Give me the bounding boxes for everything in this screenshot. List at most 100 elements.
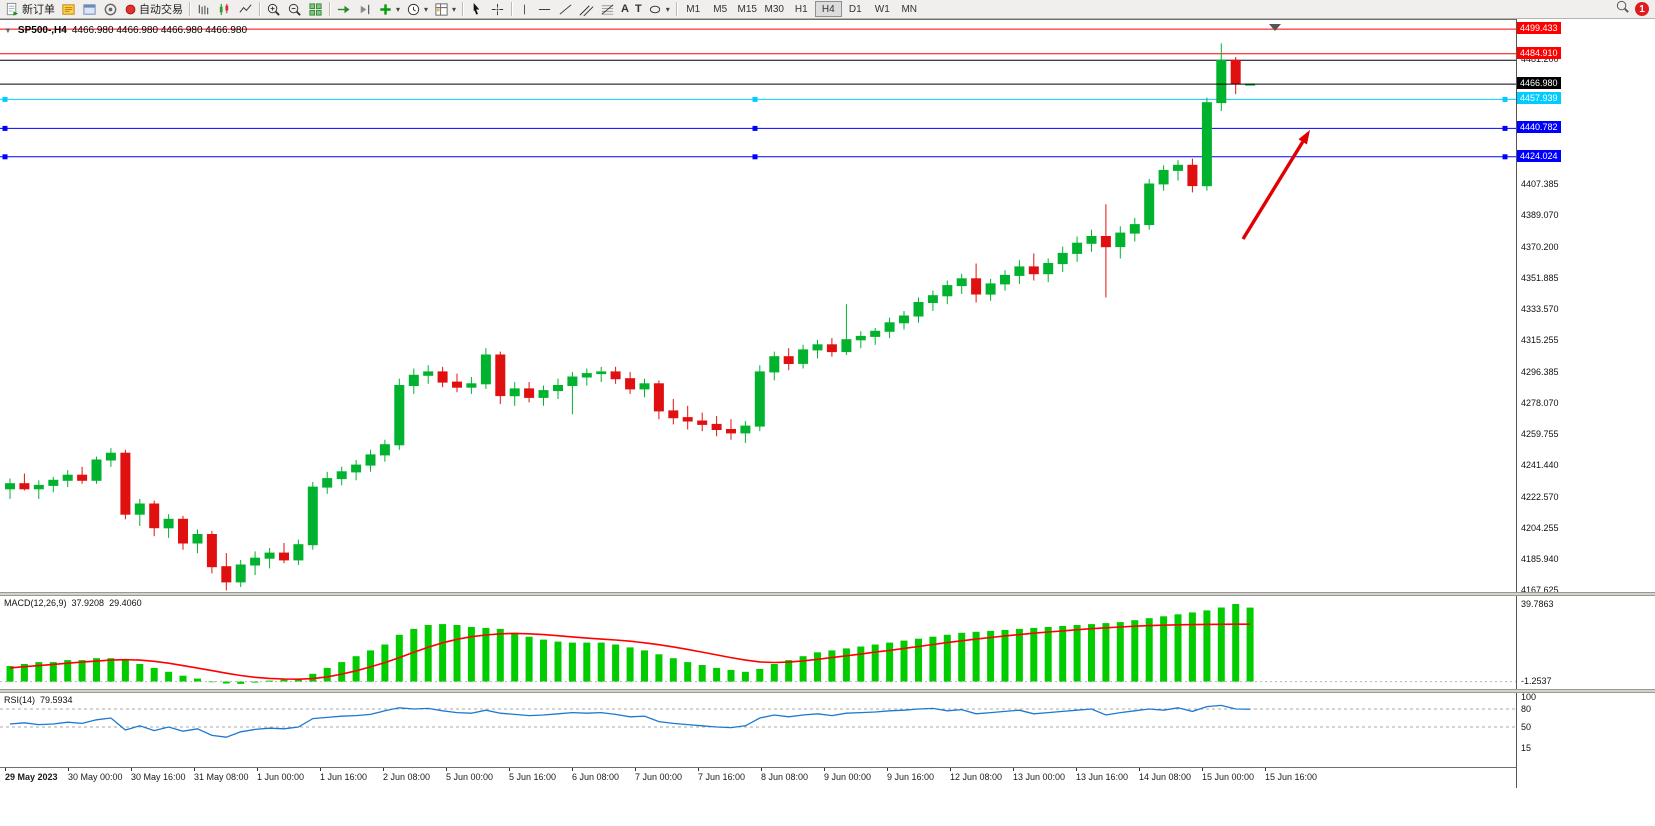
macd-histogram-bar [266,680,274,682]
candle [221,553,232,591]
chart-shift-marker[interactable] [1269,24,1281,31]
time-tick-mark [320,768,321,771]
timeframe-H4[interactable]: H4 [814,1,842,17]
pane-splitter[interactable] [0,689,1655,693]
time-tick-mark [635,768,636,771]
metaeditor-button[interactable] [58,1,79,18]
candle [379,439,390,462]
pane-splitter[interactable] [0,592,1655,596]
auto-scroll-button[interactable] [333,1,354,18]
clock-icon [406,2,421,17]
timeframe-MN[interactable]: MN [896,1,923,17]
price-tick: 4167.625 [1521,585,1559,595]
macd-histogram-bar [93,658,100,682]
line-handle[interactable] [752,154,758,160]
price-tick: 4241.440 [1521,460,1559,470]
macd-histogram-bar [352,656,360,682]
macd-histogram-bar [1059,626,1067,682]
rsi-axis-label: 50 [1521,722,1532,732]
search-icon[interactable] [1615,0,1630,19]
crosshair-tool-button[interactable] [487,1,508,18]
line-handle[interactable] [1502,125,1508,131]
candle [653,380,664,420]
candle [538,385,549,406]
candle [711,416,722,437]
line-handle[interactable] [2,154,8,160]
line-handle[interactable] [2,96,8,102]
time-tick: 14 Jun 08:00 [1139,772,1192,782]
price-label-box: 4440.782 [1517,121,1561,133]
candle [466,377,477,394]
time-tick-mark [194,768,195,771]
new-order-button[interactable]: 新订单 [2,1,58,18]
time-tick: 13 Jun 16:00 [1076,772,1129,782]
timeframe-M1[interactable]: M1 [680,1,707,17]
notification-badge[interactable]: 1 [1635,2,1649,16]
one-click-trading-toggle[interactable]: ▼ [4,26,12,35]
trendline-tool-button[interactable] [555,1,576,18]
line-handle[interactable] [752,125,758,131]
chart-shift-button[interactable] [354,1,375,18]
timeframe-M5[interactable]: M5 [707,1,734,17]
new-order-icon [5,2,20,17]
candle [1043,258,1054,283]
label-tool-button[interactable]: T [632,1,645,18]
macd-histogram-bar [150,667,158,682]
timeframe-M15[interactable]: M15 [734,1,761,17]
profiles-button[interactable] [79,1,100,18]
timeframe-M30[interactable]: M30 [761,1,788,17]
vertical-line-tool-button[interactable] [515,1,534,18]
line-handle[interactable] [2,125,8,131]
price-tick: 4222.570 [1521,492,1559,502]
line-handle[interactable] [1502,154,1508,160]
horizontal-line-tool-button[interactable] [534,1,555,18]
candle [307,482,318,550]
time-tick-mark [5,768,6,771]
line-chart-button[interactable] [235,1,256,18]
candle [855,331,866,349]
bar-chart-button[interactable] [193,1,214,18]
time-tick-mark [1202,768,1203,771]
macd-histogram-bar [1160,616,1168,682]
rsi-value: 79.5934 [40,695,73,705]
cursor-tool-button[interactable] [466,1,487,18]
zoom-in-button[interactable] [263,1,284,18]
timeframe-D1[interactable]: D1 [842,1,869,17]
price-tick: 4481.200 [1521,54,1559,64]
line-handle[interactable] [1502,96,1508,102]
price-axis[interactable]: 4481.200 4407.385 4389.070 4370.200 4351.885… [1516,19,1655,595]
candle [524,382,535,403]
indicators-button[interactable]: ▾ [375,1,403,18]
shapes-tool-button[interactable]: ▾ [645,1,673,18]
macd-histogram-bar [1073,625,1081,682]
macd-histogram-bar [915,638,922,682]
data-window-icon [103,2,118,17]
macd-histogram-bar [1188,612,1196,682]
candle [423,365,434,384]
candlestick-chart-button[interactable] [214,1,235,18]
macd-histogram-bar [439,624,447,682]
timeframe-W1[interactable]: W1 [869,1,896,17]
candle [163,514,174,538]
templates-button[interactable]: ▾ [431,1,459,18]
macd-label: MACD(12,26,9) 37.9208 29.4060 [4,598,142,608]
fibonacci-tool-button[interactable] [597,1,618,18]
tile-windows-button[interactable] [305,1,326,18]
time-tick: 30 May 00:00 [68,772,123,782]
periods-button[interactable]: ▾ [403,1,431,18]
text-tool-button[interactable]: A [618,1,632,18]
arrow-annotation[interactable] [1241,141,1305,240]
zoom-out-button[interactable] [284,1,305,18]
data-window-button[interactable] [100,1,121,18]
timeframe-H1[interactable]: H1 [788,1,815,17]
time-axis[interactable]: 29 May 2023 30 May 00:00 30 May 16:00 31 Ma… [0,767,1516,788]
autotrading-button[interactable]: 自动交易 [121,1,186,18]
time-tick: 5 Jun 16:00 [509,772,557,782]
macd-pane: MACD(12,26,9) 37.9208 29.4060 [0,596,1516,689]
channel-tool-button[interactable] [576,1,597,18]
macd-histogram-bar [770,664,778,682]
rsi-line [9,704,1251,738]
time-tick-mark [698,768,699,771]
macd-histogram-bar [482,627,490,682]
line-handle[interactable] [752,96,758,102]
